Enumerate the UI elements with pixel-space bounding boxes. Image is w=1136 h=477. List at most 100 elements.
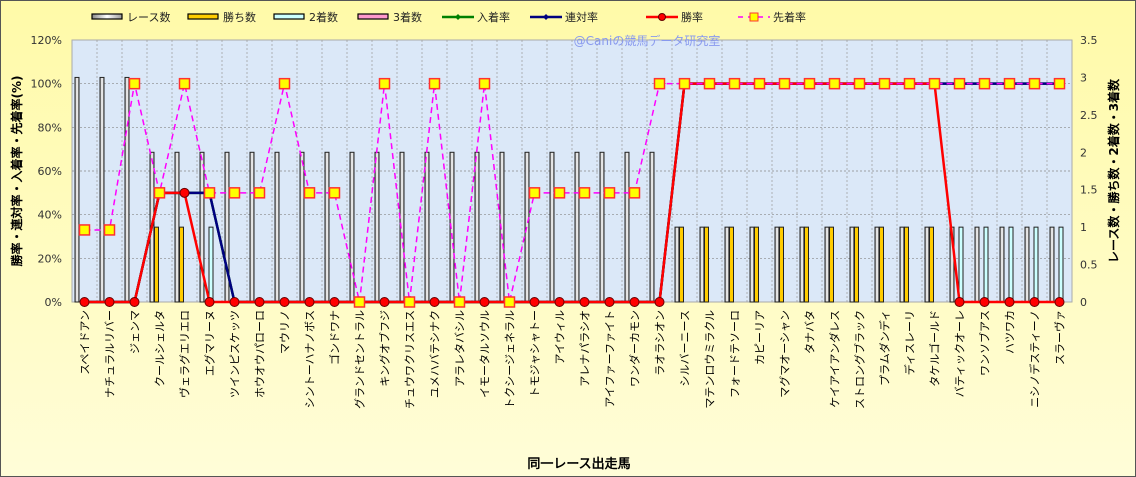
x-tick-label: シルバーニース	[679, 310, 692, 386]
bar-races	[99, 76, 105, 303]
x-tick-label: イモータルソウル	[479, 310, 492, 398]
beat-rate-point	[753, 77, 766, 90]
bar-races	[674, 226, 680, 303]
bar-races	[74, 76, 80, 303]
legend-marker	[749, 12, 759, 22]
beat-rate-point	[628, 187, 641, 199]
x-tick-label: チュウワクリスエス	[404, 310, 417, 409]
x-tick-label: アラレタバシル	[454, 310, 467, 387]
bar-wins	[729, 226, 734, 303]
x-tick-label: ジェンマ	[129, 310, 142, 354]
win-rate-point	[279, 297, 290, 307]
x-tick-label: フォードテソーロ	[729, 310, 742, 398]
left-axis-title: 勝率・連対率・入着率・先着率(%)	[9, 76, 24, 267]
bar-races	[1049, 226, 1055, 303]
bar-races	[199, 151, 205, 303]
beat-rate-point	[253, 187, 266, 199]
x-tick-label: ナチュラルリバー	[104, 310, 117, 398]
win-rate-point	[254, 297, 265, 307]
win-rate-point	[379, 297, 390, 307]
x-tick-label: ゴンドワナ	[328, 310, 342, 365]
beat-rate-point	[528, 187, 541, 199]
beat-rate-point	[1028, 77, 1041, 90]
x-tick-label: エグマリーヌ	[203, 310, 217, 376]
beat-rate-point	[1053, 77, 1066, 90]
win-rate-point	[479, 297, 490, 307]
win-rate-point	[604, 297, 615, 307]
legend-swatch	[273, 13, 305, 20]
beat-rate-point	[453, 296, 466, 308]
legend-marker	[658, 13, 666, 21]
x-tick-label: ハツワカ	[1004, 310, 1017, 354]
beat-rate-point	[303, 187, 316, 199]
right-tick-label: 3	[1080, 71, 1087, 84]
x-tick-label: シントーハナノボス	[304, 310, 317, 408]
legend-label: 入着率	[477, 10, 510, 24]
bar-races	[274, 151, 280, 303]
win-rate-point	[629, 297, 640, 307]
x-tick-label: トクシージェネラル	[504, 310, 517, 409]
bar-wins	[829, 226, 834, 303]
bar-races	[349, 151, 355, 303]
beat-rate-point	[653, 77, 666, 90]
bar-seconds	[958, 226, 964, 303]
beat-rate-point	[403, 296, 416, 308]
x-tick-label: アレナパラシオ	[579, 310, 592, 387]
bar-seconds	[1008, 226, 1014, 303]
left-tick-label: 20%	[38, 252, 62, 265]
beat-rate-point	[503, 296, 516, 308]
x-tick-label: タナバタ	[804, 310, 817, 354]
right-tick-label: 3.5	[1080, 34, 1098, 47]
left-tick-label: 100%	[31, 78, 62, 91]
bar-races	[474, 151, 480, 303]
bar-races	[649, 151, 655, 303]
win-rate-point	[104, 297, 115, 307]
x-tick-label: ユメハバテシナク	[429, 310, 442, 398]
beat-rate-point	[878, 77, 891, 90]
x-tick-label: バティックオーレ	[954, 310, 967, 397]
bar-wins	[804, 226, 809, 303]
win-rate-point	[654, 297, 665, 307]
left-tick-label: 120%	[31, 34, 62, 47]
beat-rate-point	[478, 77, 491, 90]
win-rate-point	[429, 297, 440, 307]
left-tick-label: 40%	[38, 209, 62, 222]
win-rate-point	[529, 297, 540, 307]
legend-label: 3着数	[393, 10, 422, 24]
bar-races	[549, 151, 555, 303]
axes: 0% 20% 40% 60% 80% 100% 120% 0 0.5 1 1.5 2 2.5 3 3.5 スペ…	[31, 34, 1098, 409]
beat-rate-point	[903, 77, 916, 90]
x-tick-label: マウリノ	[279, 310, 292, 354]
bar-races	[924, 226, 930, 303]
beat-rate-point	[228, 187, 241, 199]
bar-races	[574, 151, 580, 303]
x-tick-label: トモジャシャトー	[529, 310, 542, 397]
x-tick-label: マテンロウミラクル	[704, 310, 717, 409]
beat-rate-point	[603, 187, 616, 199]
legend-label: 勝率	[681, 10, 703, 24]
x-tick-label: ストロングブラック	[853, 310, 867, 409]
beat-rate-point	[578, 187, 591, 199]
bar-races	[624, 151, 630, 303]
beat-rate-point	[778, 77, 791, 90]
bar-wins	[879, 226, 884, 303]
bar-races	[799, 226, 805, 303]
x-tick-label: カピーリア	[754, 310, 767, 365]
beat-rate-point	[553, 187, 566, 199]
bar-races	[999, 226, 1005, 303]
beat-rate-point	[1003, 77, 1016, 90]
legend-label: レース数	[127, 11, 170, 24]
beat-rate-point	[728, 77, 741, 90]
right-tick-label: 2	[1080, 146, 1087, 159]
legend-marker	[543, 14, 549, 20]
win-rate-point	[229, 297, 240, 307]
bar-races	[249, 151, 255, 303]
left-tick-label: 0%	[45, 296, 62, 309]
beat-rate-point	[378, 77, 391, 90]
watermark: @Caniの競馬データ研究室	[574, 33, 721, 48]
bar-wins	[704, 226, 709, 303]
beat-rate-point	[428, 77, 441, 90]
x-tick-label: クールシェルタ	[154, 310, 167, 387]
bar-wins	[904, 226, 909, 303]
bar-races	[899, 226, 905, 303]
